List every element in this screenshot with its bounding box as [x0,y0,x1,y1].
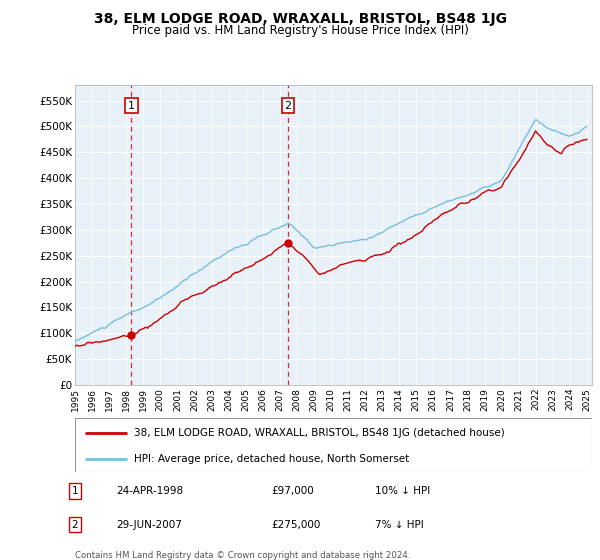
Text: Price paid vs. HM Land Registry's House Price Index (HPI): Price paid vs. HM Land Registry's House … [131,24,469,37]
Text: 1: 1 [128,101,135,111]
Text: 2: 2 [284,101,292,111]
Text: 2: 2 [71,520,79,530]
Text: 29-JUN-2007: 29-JUN-2007 [116,520,182,530]
Text: £97,000: £97,000 [271,486,314,496]
Text: 10% ↓ HPI: 10% ↓ HPI [375,486,430,496]
Text: 7% ↓ HPI: 7% ↓ HPI [375,520,424,530]
Text: 38, ELM LODGE ROAD, WRAXALL, BRISTOL, BS48 1JG (detached house): 38, ELM LODGE ROAD, WRAXALL, BRISTOL, BS… [134,428,505,438]
Text: 38, ELM LODGE ROAD, WRAXALL, BRISTOL, BS48 1JG: 38, ELM LODGE ROAD, WRAXALL, BRISTOL, BS… [94,12,506,26]
Text: £275,000: £275,000 [271,520,321,530]
Text: Contains HM Land Registry data © Crown copyright and database right 2024.
This d: Contains HM Land Registry data © Crown c… [75,551,410,560]
Text: 1: 1 [71,486,79,496]
Text: HPI: Average price, detached house, North Somerset: HPI: Average price, detached house, Nort… [134,454,410,464]
Text: 24-APR-1998: 24-APR-1998 [116,486,184,496]
